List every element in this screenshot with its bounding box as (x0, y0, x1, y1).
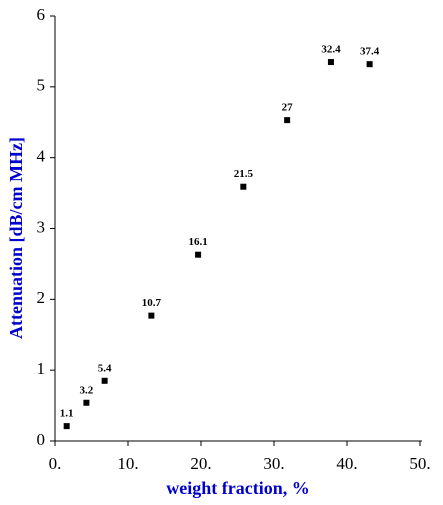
point (83, 399, 90, 406)
x-tick-label: 20. (190, 454, 211, 473)
point (240, 183, 247, 190)
point-label: 1.1 (60, 408, 74, 420)
point (327, 59, 334, 66)
point-label: 5.4 (98, 362, 112, 374)
point (284, 117, 291, 124)
x-tick-label: 40. (336, 454, 357, 473)
y-tick-label: 5 (37, 76, 46, 95)
point-label: 21.5 (234, 168, 254, 180)
x-tick-label: 0. (49, 454, 62, 473)
y-tick-label: 3 (37, 217, 46, 236)
x-tick-label: 50. (409, 454, 430, 473)
point-label: 32.4 (321, 44, 341, 56)
point-label: 37.4 (360, 46, 380, 58)
point (195, 251, 202, 258)
x-tick-label: 30. (263, 454, 284, 473)
point-label: 3.2 (80, 384, 94, 396)
y-tick-label: 6 (37, 5, 46, 24)
point-label: 16.1 (188, 236, 207, 248)
y-tick-label: 1 (37, 359, 46, 378)
y-tick-label: 2 (37, 288, 46, 307)
point-label: 10.7 (142, 297, 162, 309)
point-label: 27 (282, 102, 294, 114)
y-tick-label: 0 (37, 430, 46, 449)
point (366, 61, 373, 68)
point (63, 423, 70, 430)
point (148, 312, 155, 319)
x-axis-label: weight fraction, % (166, 478, 309, 498)
x-tick-label: 10. (117, 454, 138, 473)
y-tick-label: 4 (37, 147, 46, 166)
y-axis-label: Attenuation [dB/cm MHz] (6, 137, 26, 339)
point (101, 377, 108, 384)
